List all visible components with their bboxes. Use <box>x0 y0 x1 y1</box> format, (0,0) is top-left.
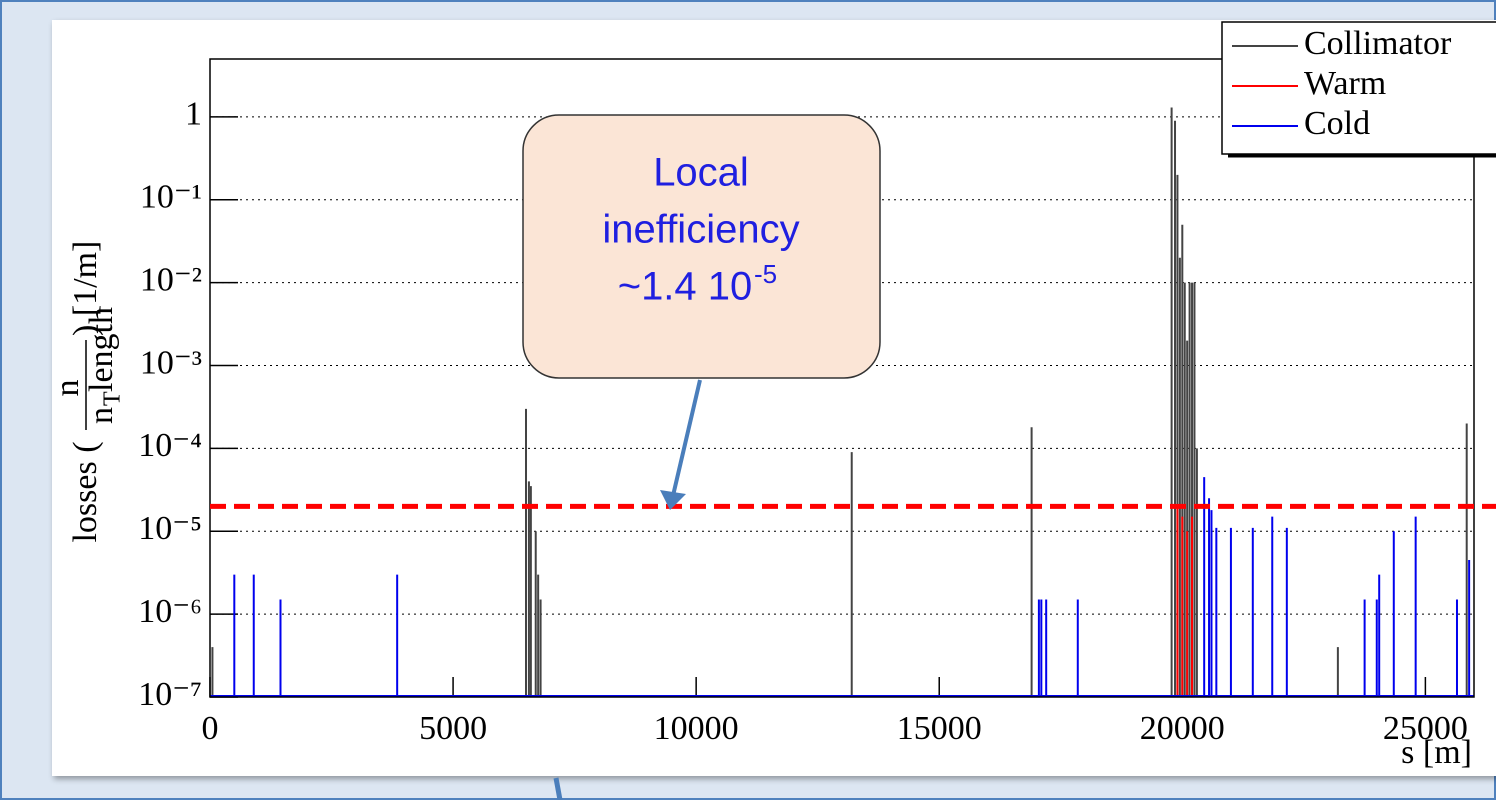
y-label-den: n <box>83 407 120 424</box>
callout-pointer <box>670 379 702 501</box>
y-tick-label: 10⁻⁶ <box>138 593 202 630</box>
x-axis-label: s [m] <box>1401 734 1472 771</box>
y-tick-label: 1 <box>185 96 202 133</box>
legend-label: Cold <box>1304 105 1370 142</box>
callout-text: Local <box>653 151 749 195</box>
callout-sup: -5 <box>754 259 777 289</box>
legend-label: Warm <box>1304 65 1386 102</box>
x-tick-label: 20000 <box>1140 710 1225 747</box>
callout-text: inefficiency <box>602 208 799 252</box>
y-tick-label: 10⁻² <box>140 261 202 298</box>
y-tick-label: 10⁻⁴ <box>138 427 202 464</box>
y-label-prefix: losses ( <box>67 441 104 542</box>
x-tick-label: 15000 <box>897 710 982 747</box>
x-tick-label: 25000 <box>1383 710 1468 747</box>
y-tick-label: 10⁻⁷ <box>138 676 202 713</box>
callout-text: ~1.4 10 <box>618 265 753 309</box>
x-tick-label: 0 <box>202 710 219 747</box>
y-tick-label: 10⁻³ <box>140 344 202 381</box>
y-label-den-sub: T <box>100 391 126 406</box>
y-label-suffix: ) [1/m] <box>67 241 104 336</box>
legend-label: Collimator <box>1304 25 1452 62</box>
arrow-stub <box>553 777 563 800</box>
x-tick-label: 10000 <box>654 710 739 747</box>
callout-arrowhead <box>660 490 686 510</box>
y-tick-label: 10⁻¹ <box>140 179 202 216</box>
callout-box <box>522 114 881 379</box>
x-tick-label: 5000 <box>419 710 487 747</box>
plot-frame <box>209 58 1475 698</box>
legend-box <box>1221 21 1496 155</box>
y-tick-label: 10⁻⁵ <box>138 510 202 547</box>
y-label-num: n <box>49 380 86 397</box>
y-label-den-rest: length <box>83 307 120 392</box>
